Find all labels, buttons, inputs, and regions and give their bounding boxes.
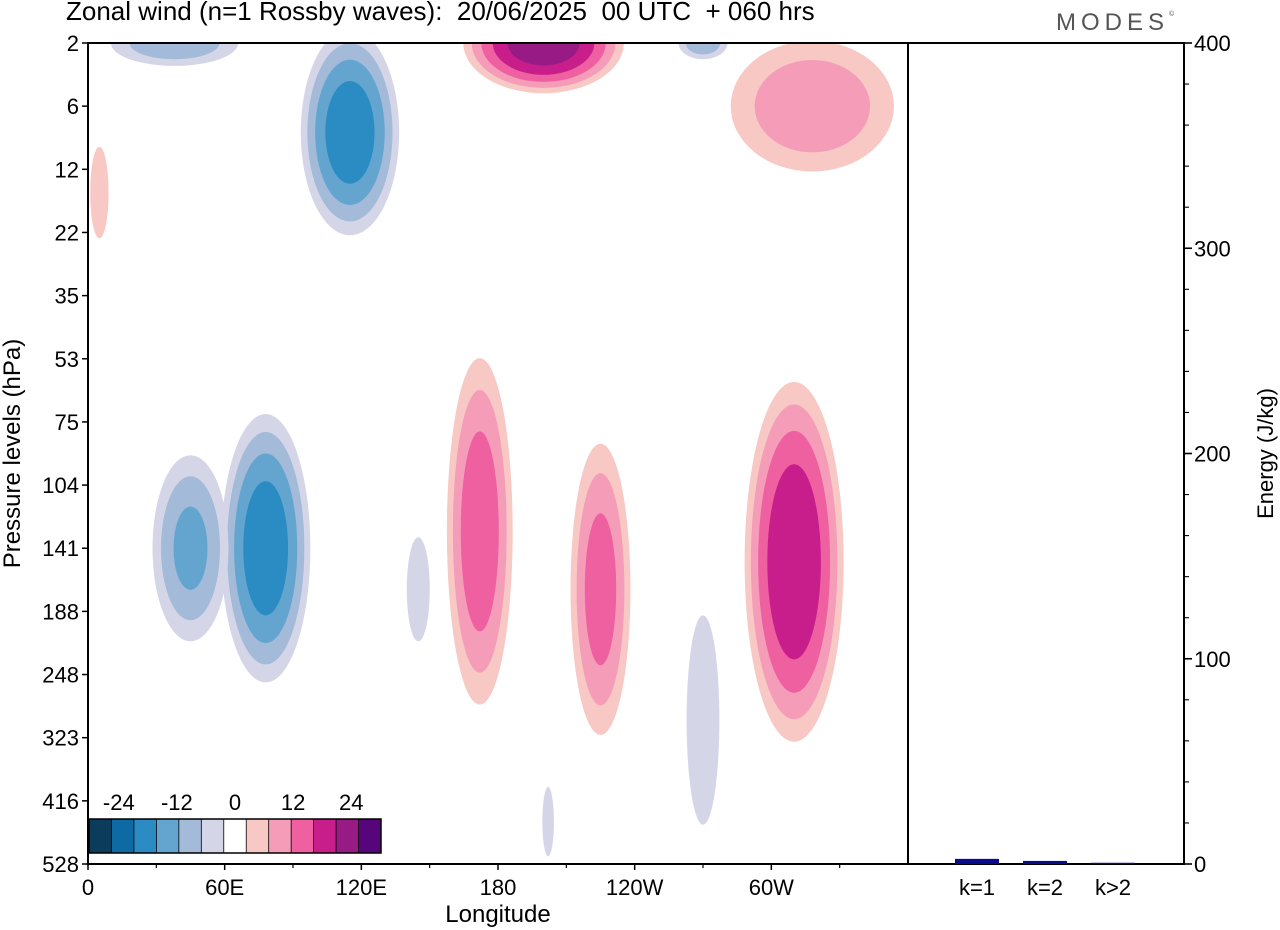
- contour-band: [685, 43, 721, 55]
- colorbar-swatch: [89, 819, 112, 853]
- contour-band: [406, 537, 430, 642]
- colorbar-label: -24: [103, 790, 135, 815]
- contour-band: [542, 787, 554, 857]
- energy-frame: [907, 42, 1185, 865]
- colorbar-swatch: [133, 819, 157, 853]
- wind-anomaly-westerly-4: [730, 43, 894, 172]
- contour-band: [129, 43, 220, 60]
- x-axis-label: Longitude: [445, 901, 550, 928]
- energy-tick-label: 100: [1194, 647, 1231, 672]
- y-tick-label: 104: [42, 473, 79, 498]
- energy-tick-label: 300: [1194, 236, 1231, 261]
- wind-anomaly-easterly-6: [220, 414, 311, 683]
- colorbar-swatch: [246, 819, 270, 853]
- modes-logo-text: MODES: [1056, 9, 1170, 36]
- y-tick-label: 2: [67, 31, 79, 56]
- wind-anomaly-westerly-13: [744, 381, 844, 742]
- x-tick-label: 0: [82, 875, 94, 900]
- energy-bar-k2: [1023, 860, 1067, 864]
- energy-tick-label: 200: [1194, 442, 1231, 467]
- contour-band: [767, 464, 821, 660]
- contour-band: [754, 59, 871, 153]
- wind-anomaly-easterly-1: [110, 43, 239, 66]
- x-tick-label: 60E: [205, 875, 244, 900]
- wind-anomaly-westerly-3: [463, 43, 624, 94]
- energy-bar-k2: [1091, 862, 1135, 864]
- x-tick-label: 60W: [749, 875, 794, 900]
- colorbar-swatch: [358, 819, 382, 853]
- colorbar-swatch: [313, 819, 337, 853]
- y-tick-label: 188: [42, 599, 79, 624]
- contour-band: [460, 431, 499, 632]
- energy-axis-label: Energy (J/kg): [1253, 388, 1278, 519]
- energy-bar-label: k=2: [1027, 875, 1063, 900]
- wind-anomaly-easterly-0: [300, 43, 400, 236]
- y-tick-label: 248: [42, 663, 79, 688]
- y-tick-label: 323: [42, 726, 79, 751]
- energy-bars: k=1 k=2 k>2 0 100 200 300 400 Energy (J/kg): [907, 31, 1278, 900]
- wind-anomaly-easterly-10: [542, 787, 554, 857]
- modes-logo: MODES©: [1056, 9, 1174, 37]
- energy-bar-label: k>2: [1095, 875, 1131, 900]
- wind-anomaly-easterly-9: [686, 615, 720, 825]
- colorbar-label: -12: [161, 790, 193, 815]
- y-tick-label: 528: [42, 852, 79, 877]
- contour-band: [243, 481, 289, 616]
- chart-title: Zonal wind (n=1 Rossby waves): 20/06/202…: [66, 0, 815, 26]
- colorbar-swatch: [111, 819, 135, 853]
- colorbar-label: 24: [339, 790, 363, 815]
- y-tick-label: 53: [55, 347, 79, 372]
- y-tick-label: 416: [42, 789, 79, 814]
- colorbar-swatch: [201, 819, 225, 853]
- contour-band: [325, 80, 375, 184]
- colorbar-swatch: [268, 819, 292, 853]
- colorbar-swatch: [336, 819, 359, 853]
- wind-anomaly-easterly-2: [678, 43, 728, 60]
- colorbar-label: 0: [229, 790, 241, 815]
- x-tick-label: 120E: [336, 875, 387, 900]
- x-tick-label: 180: [480, 875, 517, 900]
- y-tick-label: 6: [67, 94, 79, 119]
- wind-anomaly-easterly-8: [406, 537, 430, 642]
- energy-tick-label: 400: [1194, 31, 1231, 56]
- y-tick-label: 12: [55, 157, 79, 182]
- colorbar-swatch: [156, 819, 180, 853]
- contour-band: [90, 146, 109, 239]
- heatmap-layer: [90, 43, 894, 857]
- contour-band: [686, 615, 720, 825]
- energy-bar-label: k=1: [959, 875, 995, 900]
- contour-band: [584, 513, 617, 666]
- wind-anomaly-westerly-5: [90, 146, 109, 239]
- colorbar-label: 12: [281, 790, 305, 815]
- modes-logo-mark: ©: [1169, 11, 1175, 18]
- contour-band: [173, 506, 208, 590]
- energy-bar-k1: [955, 858, 999, 864]
- y-tick-label: 22: [55, 220, 79, 245]
- x-tick-label: 120W: [606, 875, 664, 900]
- y-axis-label: Pressure levels (hPa): [0, 339, 26, 568]
- y-tick-label: 141: [42, 536, 79, 561]
- colorbar: -24 -12 0 12 24: [88, 790, 382, 854]
- y-tick-label: 75: [55, 410, 79, 435]
- colorbar-swatch: [291, 819, 315, 853]
- y-tick-label: 35: [55, 284, 79, 309]
- contour-band: [507, 43, 580, 66]
- wind-anomaly-westerly-12: [570, 443, 631, 735]
- wind-anomaly-westerly-11: [446, 358, 513, 705]
- colorbar-swatch: [223, 819, 247, 853]
- colorbar-swatch: [178, 819, 202, 853]
- wind-anomaly-easterly-7: [152, 455, 229, 642]
- energy-tick-label: 0: [1194, 852, 1206, 877]
